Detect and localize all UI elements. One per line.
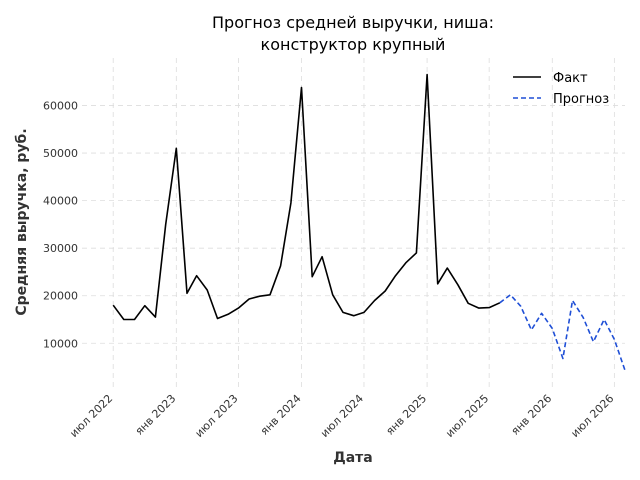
x-tick-label: июл 2023 bbox=[192, 392, 240, 440]
x-tick-label: июл 2026 bbox=[568, 392, 616, 440]
legend-label-actual: Факт bbox=[553, 71, 588, 86]
y-tick-label: 40000 bbox=[43, 195, 78, 208]
x-tick-label: июл 2024 bbox=[318, 392, 366, 440]
x-axis-ticks: июл 2022 янв 2023 июл 2023 янв 2024 июл 2024… bbox=[67, 392, 616, 440]
y-tick-label: 30000 bbox=[43, 242, 78, 255]
x-tick-label: янв 2023 bbox=[133, 392, 179, 438]
y-tick-label: 10000 bbox=[43, 337, 78, 350]
chart-title: Прогноз средней выручки, ниша: конструкт… bbox=[212, 13, 494, 54]
legend: Факт Прогноз bbox=[513, 71, 609, 107]
y-axis-label: Средняя выручка, руб. bbox=[14, 128, 30, 315]
actual-series-line bbox=[112, 73, 501, 321]
y-axis-ticks: 10000 20000 30000 40000 50000 60000 bbox=[43, 100, 78, 351]
forecast-series-line bbox=[499, 293, 626, 371]
y-tick-label: 50000 bbox=[43, 147, 78, 160]
y-tick-label: 60000 bbox=[43, 100, 78, 113]
y-tick-label: 20000 bbox=[43, 290, 78, 303]
chart-title-line-1: Прогноз средней выручки, ниша: bbox=[212, 13, 494, 32]
x-tick-label: янв 2025 bbox=[383, 392, 429, 438]
legend-label-forecast: Прогноз bbox=[553, 92, 609, 107]
x-tick-label: июл 2025 bbox=[443, 392, 491, 440]
x-axis-label: Дата bbox=[333, 450, 372, 466]
x-tick-label: июл 2022 bbox=[67, 392, 115, 440]
x-tick-label: янв 2024 bbox=[258, 392, 304, 438]
chart-title-line-2: конструктор крупный bbox=[261, 35, 446, 54]
series-lines bbox=[112, 73, 626, 371]
x-tick-label: янв 2026 bbox=[509, 392, 555, 438]
grid bbox=[82, 58, 625, 387]
